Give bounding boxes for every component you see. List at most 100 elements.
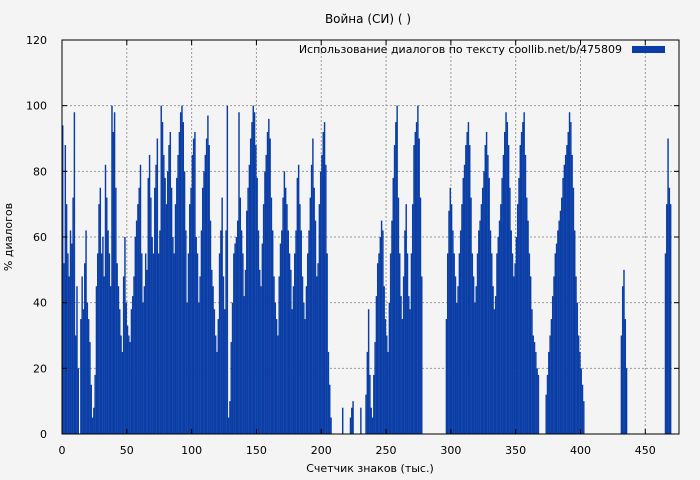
bar — [214, 335, 217, 434]
bar — [67, 253, 69, 434]
bar — [352, 401, 354, 434]
bar — [291, 309, 293, 434]
bar — [376, 263, 379, 434]
bar — [90, 384, 92, 434]
bar — [128, 335, 130, 434]
bar — [326, 253, 328, 434]
bar — [570, 122, 572, 434]
bar — [168, 145, 170, 435]
bar — [73, 112, 76, 434]
bar — [295, 230, 297, 434]
bar — [318, 204, 321, 434]
bar — [400, 296, 402, 434]
bar — [498, 220, 501, 434]
bar — [248, 164, 251, 434]
bar — [366, 351, 369, 434]
bar — [172, 237, 174, 434]
bar — [462, 177, 464, 434]
bar — [459, 230, 462, 434]
bar — [138, 187, 140, 434]
bar — [261, 243, 264, 434]
bar — [471, 253, 474, 434]
bar — [470, 197, 472, 434]
bar — [203, 171, 205, 435]
bar — [317, 263, 319, 434]
bar — [115, 187, 117, 434]
bar — [209, 220, 212, 434]
bar — [71, 243, 73, 434]
bar — [349, 417, 352, 434]
bar — [449, 187, 452, 434]
bar — [481, 187, 484, 434]
bar — [572, 187, 575, 434]
bar — [220, 230, 222, 434]
y-tick-label: 20 — [33, 362, 47, 375]
bar — [224, 309, 226, 434]
bar — [502, 154, 505, 434]
bar — [182, 122, 184, 434]
bar — [567, 131, 569, 434]
bars — [62, 105, 672, 435]
bar — [306, 253, 309, 434]
bar — [577, 335, 580, 434]
bar — [549, 335, 551, 434]
bar — [516, 204, 519, 434]
bar — [201, 187, 204, 434]
bar — [465, 145, 467, 435]
bar — [198, 302, 200, 434]
ticks: 0 20 40 60 80 100 120 0 50 100 150 200 250 300 350 400 4… — [26, 34, 679, 457]
bar — [165, 204, 168, 434]
bar — [195, 237, 197, 434]
y-tick-label: 100 — [26, 100, 47, 113]
bar — [126, 325, 129, 434]
bar — [99, 187, 102, 434]
bar — [200, 230, 203, 434]
bar — [553, 276, 555, 434]
bar — [226, 105, 229, 435]
bar — [383, 286, 385, 434]
bar — [461, 204, 463, 434]
bar — [448, 210, 450, 434]
bar — [93, 407, 95, 434]
bar — [574, 230, 576, 434]
bar — [104, 164, 107, 434]
y-tick-label: 0 — [40, 428, 47, 441]
bar — [393, 145, 396, 435]
bar — [476, 253, 479, 434]
bar — [575, 276, 577, 434]
bar — [141, 253, 143, 434]
bar — [96, 253, 99, 434]
bar — [266, 131, 269, 434]
bar — [309, 197, 312, 434]
bar — [360, 407, 362, 434]
y-tick-label: 120 — [26, 34, 47, 47]
bar — [494, 296, 497, 434]
bar — [94, 374, 96, 434]
x-tick-label: 400 — [570, 444, 591, 457]
bar — [505, 112, 507, 434]
bar — [450, 204, 453, 434]
bar — [288, 253, 291, 434]
bar — [227, 417, 230, 434]
bar — [511, 253, 514, 434]
bar — [550, 319, 553, 434]
bar — [389, 253, 392, 434]
bar — [148, 154, 151, 434]
bar — [87, 319, 90, 434]
bar — [185, 230, 187, 434]
bar — [208, 145, 210, 435]
bar — [240, 230, 243, 434]
bar — [236, 220, 239, 434]
y-axis-title: % диалогов — [2, 203, 15, 271]
bar — [301, 276, 304, 434]
bar — [519, 145, 522, 435]
bar — [192, 138, 195, 434]
bar — [151, 237, 153, 434]
bar — [419, 197, 422, 434]
bar — [513, 276, 515, 434]
bar — [576, 302, 579, 434]
bar — [323, 122, 326, 434]
bar — [256, 177, 258, 434]
bar — [496, 253, 498, 434]
bar — [231, 302, 234, 434]
